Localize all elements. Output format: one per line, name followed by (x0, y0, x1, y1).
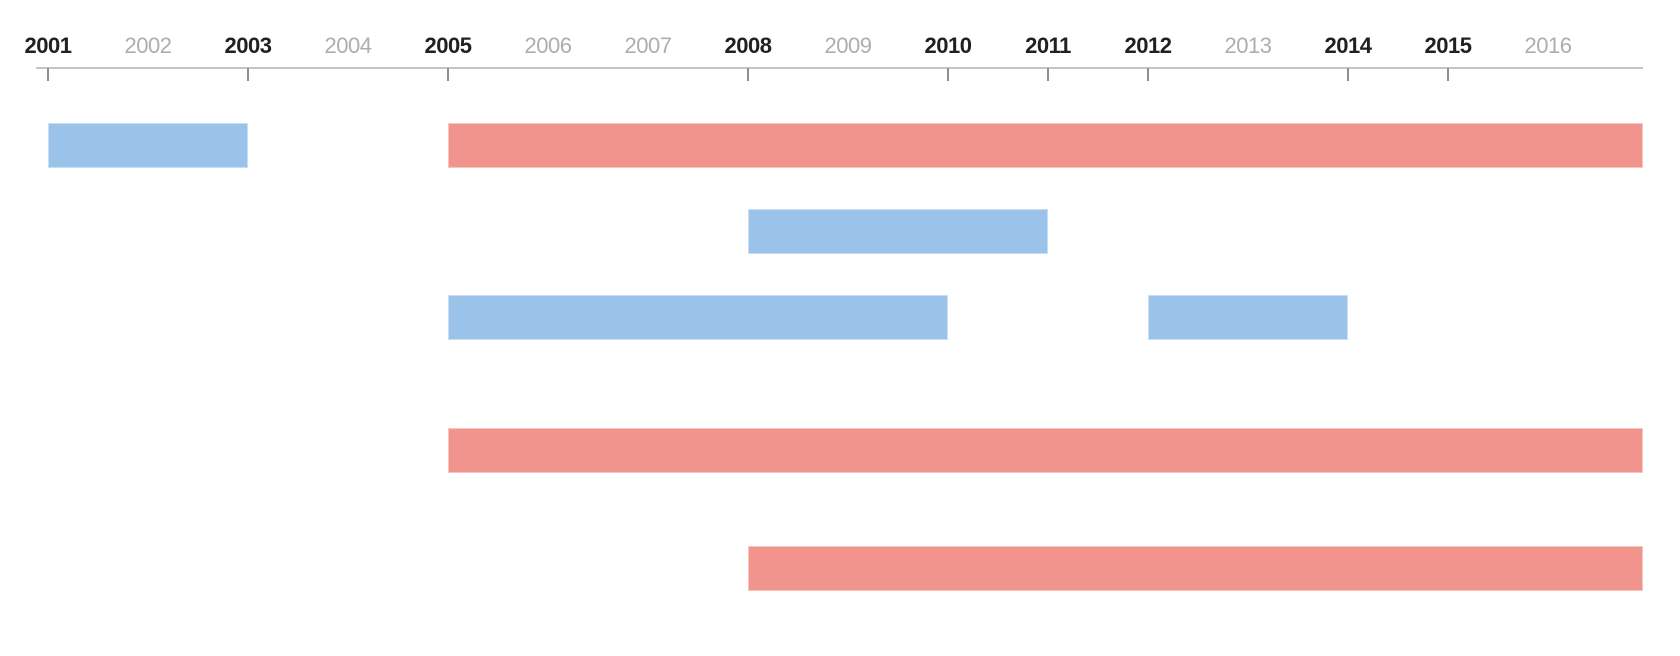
row-5-bar-2008-ongoing (748, 546, 1643, 591)
row-1-bar-2005-ongoing (448, 123, 1643, 168)
axis-tick-2011 (1047, 68, 1049, 81)
axis-year-label-2011: 2011 (1025, 33, 1071, 58)
axis-year-label-2008: 2008 (724, 33, 772, 58)
axis-year-label-2010: 2010 (924, 33, 972, 58)
axis-year-label-2004: 2004 (324, 33, 372, 58)
axis-year-label-2015: 2015 (1424, 33, 1472, 58)
axis-tick-2008 (747, 68, 749, 81)
axis-tick-2005 (447, 68, 449, 81)
axis-year-label-2016: 2016 (1524, 33, 1572, 58)
x-axis-line (36, 67, 1643, 69)
axis-year-label-2014: 2014 (1324, 33, 1372, 58)
axis-tick-2014 (1347, 68, 1349, 81)
row-2-bar-2008-2011 (748, 209, 1048, 254)
axis-year-label-2012: 2012 (1124, 33, 1172, 58)
axis-year-label-2001: 2001 (24, 33, 72, 58)
axis-tick-2010 (947, 68, 949, 81)
row-4-bar-2005-ongoing (448, 428, 1643, 473)
axis-year-label-2002: 2002 (124, 33, 172, 58)
axis-year-label-2006: 2006 (524, 33, 572, 58)
axis-year-label-2007: 2007 (624, 33, 672, 58)
row-1-bar-2001-2003 (48, 123, 248, 168)
row-3-bar-2012-2014 (1148, 295, 1348, 340)
axis-year-label-2005: 2005 (424, 33, 472, 58)
axis-year-label-2013: 2013 (1224, 33, 1272, 58)
axis-tick-2015 (1447, 68, 1449, 81)
axis-tick-2012 (1147, 68, 1149, 81)
axis-tick-2003 (247, 68, 249, 81)
row-3-bar-2005-2010 (448, 295, 948, 340)
axis-year-label-2009: 2009 (824, 33, 872, 58)
axis-year-label-2003: 2003 (224, 33, 272, 58)
axis-tick-2001 (47, 68, 49, 81)
